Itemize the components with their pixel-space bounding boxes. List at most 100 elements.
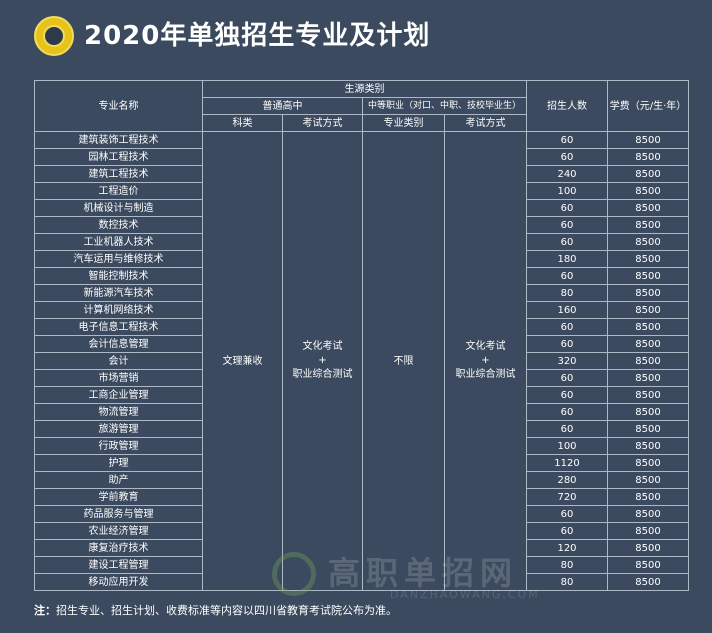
major-name-cell: 康复治疗技术 <box>34 539 203 557</box>
enrollment-count-cell: 100 <box>526 182 608 200</box>
enrollment-count-cell: 60 <box>526 335 608 353</box>
enrollment-count-cell: 180 <box>526 250 608 268</box>
header-general-hs: 普通高中 <box>202 97 363 115</box>
tuition-cell: 8500 <box>607 403 689 421</box>
tuition-cell: 8500 <box>607 573 689 591</box>
tuition-cell: 8500 <box>607 352 689 370</box>
header-vocational: 中等职业（对口、中职、技校毕业生） <box>362 97 527 115</box>
tuition-cell: 8500 <box>607 182 689 200</box>
tuition-cell: 8500 <box>607 471 689 489</box>
enrollment-count-cell: 60 <box>526 403 608 421</box>
major-name-cell: 护理 <box>34 454 203 472</box>
major-name-cell: 园林工程技术 <box>34 148 203 166</box>
table-row: 电子信息工程技术 60 8500 <box>34 318 689 336</box>
header-source-type: 生源类别 <box>202 80 527 98</box>
enrollment-table: 专业名称 生源类别 招生人数 学费（元/生·年） 普通高中 中等职业（对口、中职… <box>34 80 689 591</box>
tuition-cell: 8500 <box>607 250 689 268</box>
exam2-plus: + <box>481 355 490 366</box>
enrollment-count-cell: 120 <box>526 539 608 557</box>
major-category-cell: 不限 <box>362 131 445 591</box>
major-name-cell: 会计信息管理 <box>34 335 203 353</box>
major-name-cell: 旅游管理 <box>34 420 203 438</box>
enrollment-count-cell: 60 <box>526 199 608 217</box>
tuition-cell: 8500 <box>607 267 689 285</box>
header: 2020年单独招生专业及计划 <box>0 0 712 72</box>
header-major-category: 专业类别 <box>362 114 445 132</box>
tuition-cell: 8500 <box>607 454 689 472</box>
major-name-cell: 计算机网络技术 <box>34 301 203 319</box>
exam-line1: 文化考试 <box>302 341 343 352</box>
table-row: 农业经济管理 60 8500 <box>34 522 689 540</box>
exam2-line1: 文化考试 <box>465 341 506 352</box>
subject-cell: 文理兼收 <box>202 131 283 591</box>
enrollment-count-cell: 60 <box>526 420 608 438</box>
table-row: 工程造价 100 8500 <box>34 182 689 200</box>
enrollment-count-cell: 280 <box>526 471 608 489</box>
major-name-cell: 移动应用开发 <box>34 573 203 591</box>
table-body: 建筑装饰工程技术 文理兼收 文化考试 + 职业综合测试 不限 文化考试 + 职业综合测试 60 85… <box>34 131 689 591</box>
header-exam-method-2: 考试方式 <box>444 114 527 132</box>
tuition-cell: 8500 <box>607 420 689 438</box>
tuition-cell: 8500 <box>607 216 689 234</box>
enrollment-count-cell: 1120 <box>526 454 608 472</box>
tuition-cell: 8500 <box>607 556 689 574</box>
major-name-cell: 智能控制技术 <box>34 267 203 285</box>
major-name-cell: 物流管理 <box>34 403 203 421</box>
enrollment-count-cell: 60 <box>526 267 608 285</box>
tuition-cell: 8500 <box>607 318 689 336</box>
major-name-cell: 市场营销 <box>34 369 203 387</box>
tuition-cell: 8500 <box>607 369 689 387</box>
major-name-cell: 电子信息工程技术 <box>34 318 203 336</box>
tuition-cell: 8500 <box>607 284 689 302</box>
enrollment-count-cell: 320 <box>526 352 608 370</box>
tuition-cell: 8500 <box>607 386 689 404</box>
major-name-cell: 工程造价 <box>34 182 203 200</box>
tuition-cell: 8500 <box>607 199 689 217</box>
exam-plus: + <box>318 355 327 366</box>
enrollment-count-cell: 60 <box>526 216 608 234</box>
footnote: 注：招生专业、招生计划、收费标准等内容以四川省教育考试院公布为准。 <box>34 602 397 618</box>
exam2-line2: 职业综合测试 <box>455 369 516 380</box>
enrollment-count-cell: 100 <box>526 437 608 455</box>
enrollment-count-cell: 240 <box>526 165 608 183</box>
major-name-cell: 工商企业管理 <box>34 386 203 404</box>
major-name-cell: 学前教育 <box>34 488 203 506</box>
enrollment-count-cell: 60 <box>526 318 608 336</box>
major-name-cell: 工业机器人技术 <box>34 233 203 251</box>
footnote-text: 招生专业、招生计划、收费标准等内容以四川省教育考试院公布为准。 <box>56 604 397 617</box>
table-row: 会计信息管理 60 8500 <box>34 335 689 353</box>
tuition-cell: 8500 <box>607 522 689 540</box>
tuition-cell: 8500 <box>607 539 689 557</box>
header-exam-method: 考试方式 <box>282 114 363 132</box>
major-name-cell: 建筑工程技术 <box>34 165 203 183</box>
enrollment-count-cell: 60 <box>526 386 608 404</box>
page-title: 2020年单独招生专业及计划 <box>84 21 431 51</box>
exam-method-cell: 文化考试 + 职业综合测试 <box>282 131 363 591</box>
school-logo-icon <box>34 16 74 56</box>
tuition-cell: 8500 <box>607 437 689 455</box>
table-row: 机械设计与制造 60 8500 <box>34 199 689 217</box>
major-name-cell: 建筑装饰工程技术 <box>34 131 203 149</box>
table-row: 移动应用开发 80 8500 <box>34 573 689 591</box>
header-enrollment: 招生人数 <box>526 80 608 132</box>
enrollment-count-cell: 60 <box>526 148 608 166</box>
tuition-cell: 8500 <box>607 165 689 183</box>
tuition-cell: 8500 <box>607 301 689 319</box>
tuition-cell: 8500 <box>607 131 689 149</box>
major-name-cell: 助产 <box>34 471 203 489</box>
tuition-cell: 8500 <box>607 335 689 353</box>
table-row: 园林工程技术 60 8500 <box>34 148 689 166</box>
tuition-cell: 8500 <box>607 233 689 251</box>
tuition-cell: 8500 <box>607 148 689 166</box>
table-row: 智能控制技术 60 8500 <box>34 267 689 285</box>
table-row: 旅游管理 60 8500 <box>34 420 689 438</box>
major-name-cell: 药品服务与管理 <box>34 505 203 523</box>
major-name-cell: 建设工程管理 <box>34 556 203 574</box>
enrollment-count-cell: 60 <box>526 233 608 251</box>
enrollment-count-cell: 80 <box>526 573 608 591</box>
table-row: 工业机器人技术 60 8500 <box>34 233 689 251</box>
header-major: 专业名称 <box>34 80 203 132</box>
table-row: 会计 320 8500 <box>34 352 689 370</box>
tuition-cell: 8500 <box>607 505 689 523</box>
table-row: 药品服务与管理 60 8500 <box>34 505 689 523</box>
